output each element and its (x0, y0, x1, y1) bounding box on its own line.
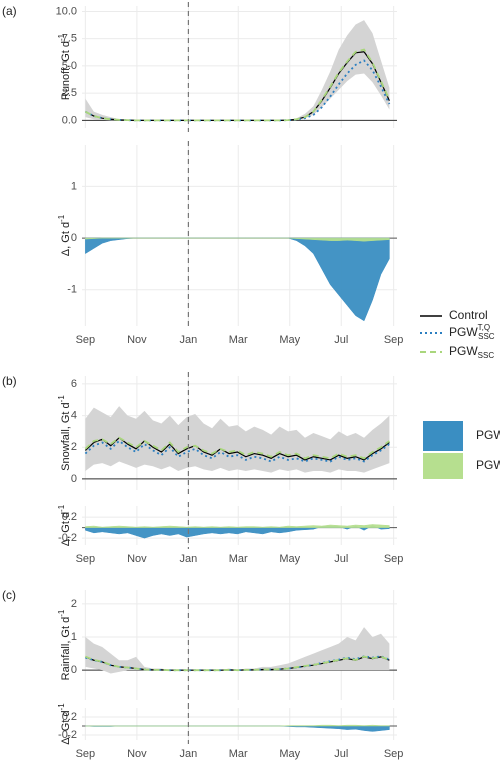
series-area (85, 524, 390, 528)
y-tick-label: 7.5 (62, 33, 77, 45)
y-axis-label: Δ, Gt d-1 (57, 214, 72, 256)
x-tick-label: Jan (180, 553, 198, 565)
panel-label: (c) (2, 588, 16, 602)
x-tick-label: Jul (334, 553, 348, 565)
y-tick-label: 1 (71, 631, 77, 643)
y-axis-label-sup: -1 (57, 609, 66, 617)
y-tick-label: 10.0 (56, 5, 77, 17)
legend-swatch (423, 453, 463, 479)
legend-name: Control (449, 308, 488, 322)
series-area (85, 237, 390, 322)
x-tick-label: May (279, 748, 300, 760)
x-tick-label: Jul (334, 334, 348, 346)
y-axis-label-sup: -1 (57, 703, 66, 711)
series-line (85, 655, 390, 672)
y-axis-label: Runoff, Gt d-1 (57, 33, 72, 100)
y-axis-label: Δ, Gt d-1 (57, 703, 72, 745)
series-line (84, 436, 390, 461)
x-tick-label: Sep (384, 334, 404, 346)
y-axis-label-sup: -1 (57, 395, 66, 403)
y-tick-label: 0 (71, 232, 77, 244)
series-line (84, 48, 391, 122)
y-axis-label-text: Rainfall, Gt d (60, 617, 72, 681)
y-axis-label: Rainfall, Gt d-1 (57, 609, 72, 680)
x-tick-label: Mar (229, 334, 248, 346)
x-tick-label: Sep (76, 334, 96, 346)
legend-sup: T,Q (478, 323, 490, 332)
legend-sub: SSC (478, 351, 495, 360)
series-line (85, 655, 390, 672)
x-tick-label: Jan (180, 748, 198, 760)
legend-label: PGWSSC (449, 344, 494, 360)
x-tick-label: Mar (229, 553, 248, 565)
y-tick-label: 2.5 (62, 87, 77, 99)
legend-name: PGW (476, 428, 500, 442)
y-axis-label-sup: -1 (57, 504, 66, 512)
y-axis-label-text: Snowfall, Gt d (60, 402, 72, 470)
legend-swatch (423, 421, 463, 451)
y-axis-label-text: Δ, Gt d (60, 512, 72, 546)
x-tick-label: Mar (229, 748, 248, 760)
legend-label: Control (449, 308, 488, 322)
x-tick-label: Nov (127, 748, 147, 760)
y-axis-label-text: Δ, Gt d (60, 710, 72, 744)
y-tick-label: 0 (71, 664, 77, 676)
panel-label: (a) (2, 4, 17, 18)
y-tick-label: 5.0 (62, 60, 77, 72)
y-tick-label: 1 (71, 180, 77, 192)
x-tick-label: Sep (76, 553, 96, 565)
series-line (84, 439, 390, 463)
y-tick-label: 0 (71, 473, 77, 485)
y-tick-label: 6 (71, 378, 77, 390)
x-tick-label: May (279, 553, 300, 565)
x-tick-label: Jan (180, 334, 198, 346)
series-line (84, 59, 391, 122)
y-tick-label: 4 (71, 409, 77, 421)
y-tick-label: -0.2 (58, 532, 77, 544)
legend-name: PGW (449, 344, 478, 358)
y-axis-label-sup: -1 (57, 33, 66, 41)
legend-sub: SSC (478, 332, 495, 341)
range-band (85, 627, 390, 674)
legend-label: PGWSSC (476, 458, 500, 474)
y-tick-label: -0.2 (58, 729, 77, 741)
x-tick-label: Jul (334, 748, 348, 760)
y-axis-label-sup: -1 (57, 214, 66, 222)
y-tick-label: 0.2 (62, 711, 77, 723)
series-area (85, 725, 390, 732)
y-axis-label: Snowfall, Gt d-1 (57, 395, 72, 471)
legend-name: PGW (476, 458, 500, 472)
series-area (85, 237, 390, 242)
legend-name: PGW (449, 325, 478, 339)
x-tick-label: May (279, 334, 300, 346)
y-tick-label: 0.0 (62, 114, 77, 126)
x-tick-label: Sep (384, 553, 404, 565)
range-band (85, 20, 390, 121)
series-area (85, 724, 390, 727)
y-tick-label: 2 (71, 598, 77, 610)
y-tick-label: -1 (67, 284, 77, 296)
x-tick-label: Nov (127, 553, 147, 565)
panel-label: (b) (2, 374, 17, 388)
y-tick-label: 2 (71, 441, 77, 453)
y-tick-label: 0.2 (62, 511, 77, 523)
y-axis-label-text: Δ, Gt d (60, 222, 72, 256)
y-axis-label-text: Runoff, Gt d (60, 41, 72, 100)
x-tick-label: Sep (384, 748, 404, 760)
x-tick-label: Nov (127, 334, 147, 346)
y-axis-label: Δ, Gt d-1 (57, 504, 72, 546)
x-tick-label: Sep (76, 748, 96, 760)
